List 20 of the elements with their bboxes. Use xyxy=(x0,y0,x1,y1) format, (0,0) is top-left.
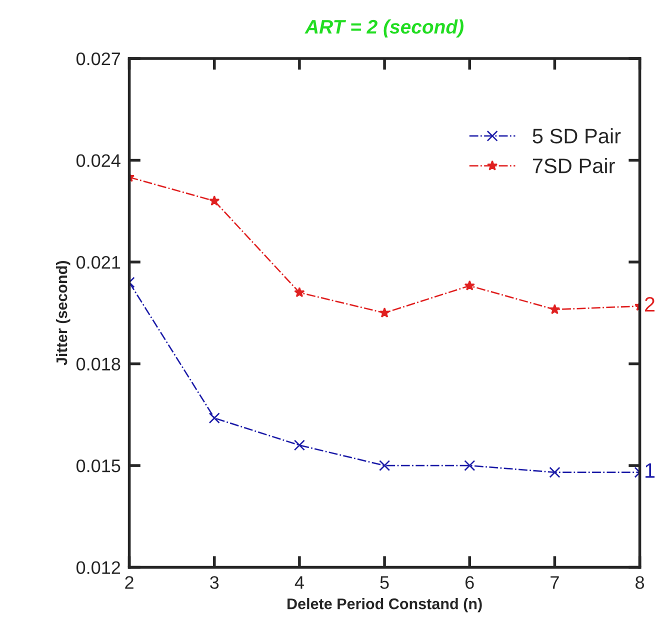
y-axis-title: Jitter (second) xyxy=(56,261,70,366)
chart-title: ART = 2 (second) xyxy=(304,19,464,38)
x-tick-label: 8 xyxy=(636,576,644,589)
annotation: 2 xyxy=(645,296,654,312)
x-tick-label: 6 xyxy=(466,576,474,589)
legend-label: 7SD Pair xyxy=(532,158,615,174)
y-tick-label: 0.027 xyxy=(76,52,120,66)
y-tick-label: 0.018 xyxy=(76,358,120,371)
x-tick-label: 3 xyxy=(210,576,219,589)
y-tick-label: 0.021 xyxy=(76,256,120,269)
legend-label: 5 SD Pair xyxy=(532,128,621,144)
y-tick-label: 0.012 xyxy=(76,561,120,574)
x-axis-title: Delete Period Constand (n) xyxy=(288,598,482,612)
x-tick-label: 4 xyxy=(294,576,304,589)
x-tick-label: 5 xyxy=(380,576,389,589)
y-tick-label: 0.015 xyxy=(76,459,120,472)
x-tick-label: 2 xyxy=(125,576,134,589)
y-tick-label: 0.024 xyxy=(76,154,120,167)
x-tick-label: 7 xyxy=(550,576,559,589)
annotation: 1 xyxy=(646,463,655,478)
